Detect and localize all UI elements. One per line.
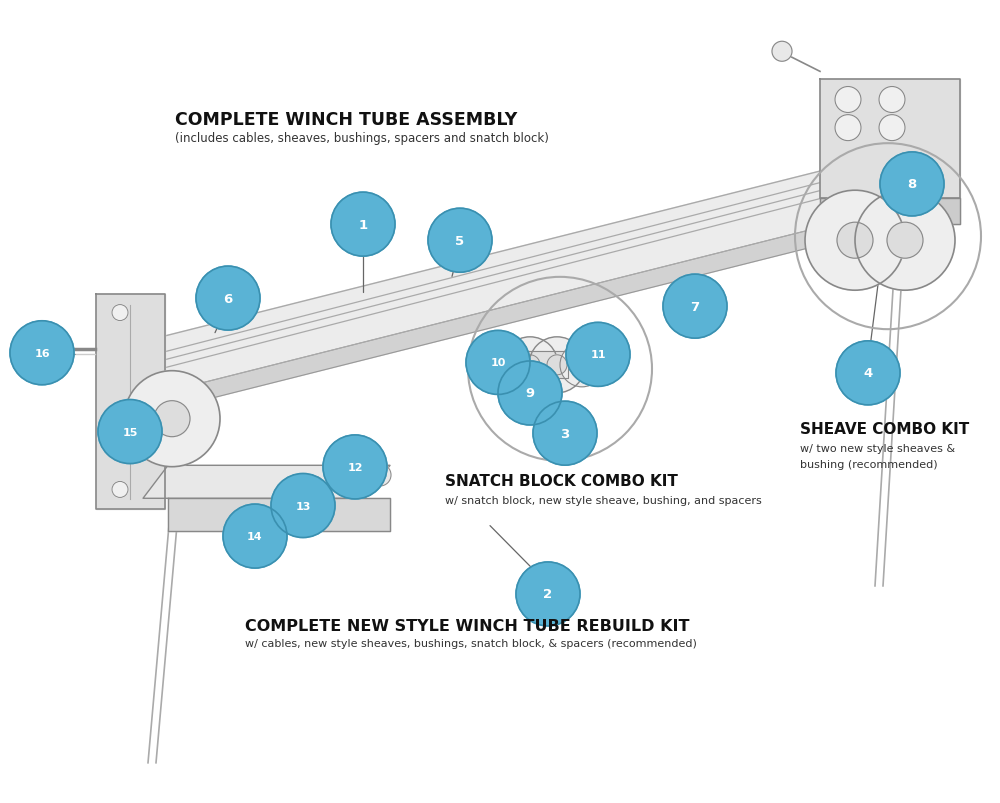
Polygon shape (130, 199, 935, 419)
Polygon shape (168, 499, 390, 532)
Text: 12: 12 (347, 463, 363, 472)
Polygon shape (820, 199, 960, 225)
Text: w/ snatch block, new style sheave, bushing, and spacers: w/ snatch block, new style sheave, bushi… (445, 495, 762, 505)
Ellipse shape (223, 504, 287, 569)
Text: (includes cables, sheaves, bushings, spacers and snatch block): (includes cables, sheaves, bushings, spa… (175, 132, 549, 145)
Polygon shape (96, 295, 165, 509)
Text: SNATCH BLOCK COMBO KIT: SNATCH BLOCK COMBO KIT (445, 474, 678, 489)
Text: 7: 7 (690, 300, 700, 313)
Ellipse shape (154, 402, 190, 437)
Text: 14: 14 (247, 532, 263, 541)
Ellipse shape (502, 337, 558, 393)
Ellipse shape (331, 193, 395, 257)
Ellipse shape (589, 354, 611, 377)
Ellipse shape (855, 191, 955, 291)
Ellipse shape (566, 323, 630, 387)
Polygon shape (130, 143, 935, 402)
Text: 2: 2 (543, 588, 553, 601)
Text: 10: 10 (490, 358, 506, 368)
Text: 1: 1 (358, 218, 368, 231)
Text: 3: 3 (560, 427, 570, 440)
Text: COMPLETE NEW STYLE WINCH TUBE REBUILD KIT: COMPLETE NEW STYLE WINCH TUBE REBUILD KI… (245, 618, 690, 634)
Text: w/ two new style sheaves &: w/ two new style sheaves & (800, 443, 955, 453)
Polygon shape (520, 352, 568, 379)
Text: 11: 11 (590, 350, 606, 360)
Ellipse shape (516, 562, 580, 626)
Ellipse shape (356, 469, 374, 487)
Ellipse shape (98, 400, 162, 464)
Polygon shape (820, 80, 960, 199)
Text: 8: 8 (907, 178, 917, 191)
Ellipse shape (347, 453, 369, 475)
Ellipse shape (887, 223, 923, 259)
Ellipse shape (880, 153, 944, 217)
Ellipse shape (837, 223, 873, 259)
Ellipse shape (663, 275, 727, 339)
Ellipse shape (879, 88, 905, 113)
Text: COMPLETE WINCH TUBE ASSEMBLY: COMPLETE WINCH TUBE ASSEMBLY (175, 111, 517, 128)
Ellipse shape (529, 337, 585, 393)
Ellipse shape (772, 43, 792, 62)
Ellipse shape (805, 191, 905, 291)
Text: SHEAVE COMBO KIT: SHEAVE COMBO KIT (800, 422, 969, 437)
Ellipse shape (369, 464, 391, 487)
Ellipse shape (533, 402, 597, 466)
Ellipse shape (560, 344, 604, 387)
Ellipse shape (428, 209, 492, 273)
Ellipse shape (331, 473, 349, 491)
Ellipse shape (196, 267, 260, 331)
Ellipse shape (112, 482, 128, 498)
Ellipse shape (575, 358, 589, 373)
Ellipse shape (547, 356, 567, 375)
Ellipse shape (112, 305, 128, 321)
Ellipse shape (466, 331, 530, 395)
Text: w/ cables, new style sheaves, bushings, snatch block, & spacers (recommended): w/ cables, new style sheaves, bushings, … (245, 638, 697, 648)
Text: 13: 13 (295, 501, 311, 511)
Polygon shape (143, 466, 390, 499)
Text: 5: 5 (455, 234, 465, 247)
Text: 16: 16 (34, 349, 50, 358)
Text: 15: 15 (122, 427, 138, 437)
Ellipse shape (836, 341, 900, 406)
Ellipse shape (520, 356, 540, 375)
Ellipse shape (835, 88, 861, 113)
Ellipse shape (271, 474, 335, 538)
Text: 4: 4 (863, 367, 873, 380)
Ellipse shape (306, 477, 324, 495)
Ellipse shape (323, 435, 387, 499)
Ellipse shape (879, 116, 905, 141)
Text: 9: 9 (525, 387, 535, 400)
Ellipse shape (498, 361, 562, 426)
Ellipse shape (124, 371, 220, 467)
Ellipse shape (835, 116, 861, 141)
Ellipse shape (46, 344, 62, 360)
Text: bushing (recommended): bushing (recommended) (800, 459, 938, 469)
Ellipse shape (10, 321, 74, 385)
Text: 6: 6 (223, 292, 233, 305)
